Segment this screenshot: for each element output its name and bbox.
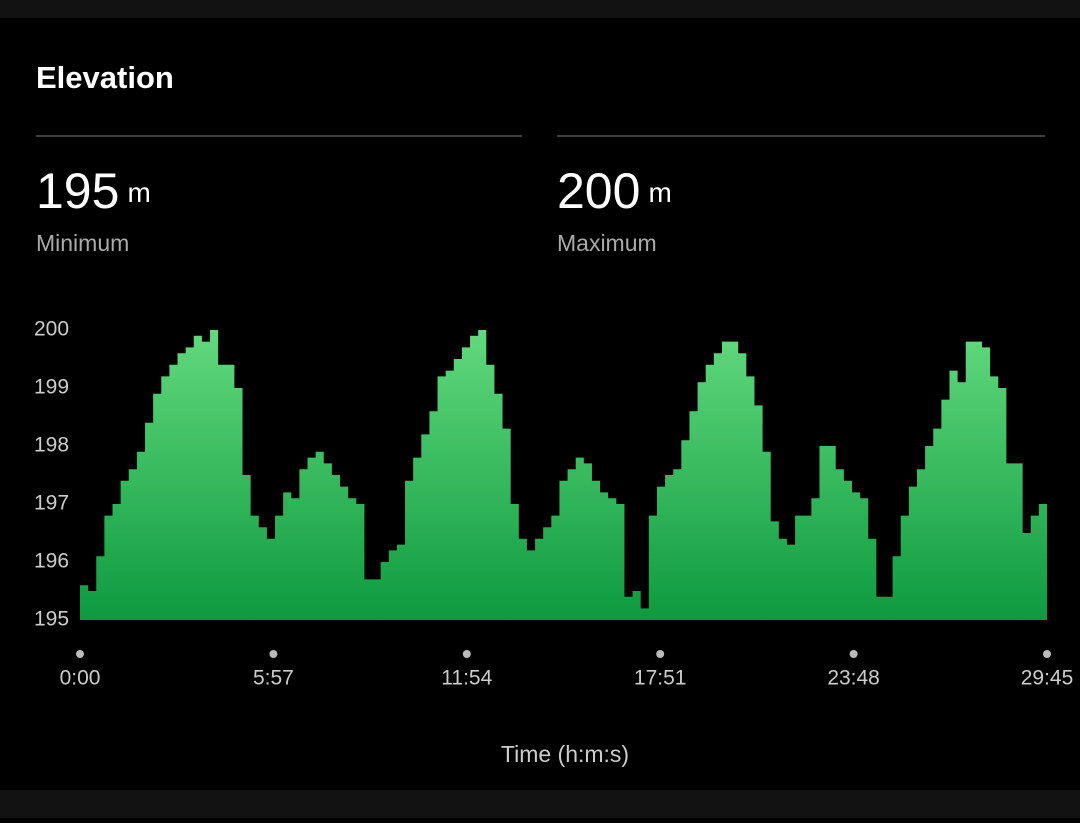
y-tick-label: 199 xyxy=(34,376,69,399)
y-tick-label: 197 xyxy=(34,492,69,515)
stat-value: 195 m xyxy=(36,163,151,219)
stat-number: 195 xyxy=(36,163,119,219)
x-tick-label: 29:45 xyxy=(1021,667,1074,690)
card-title: Elevation xyxy=(36,60,174,95)
y-tick-label: 195 xyxy=(34,608,69,631)
x-axis-title: Time (h:m:s) xyxy=(501,741,629,767)
stat-unit: m xyxy=(127,177,150,208)
stat-label: Minimum xyxy=(36,230,129,256)
bottom-bar xyxy=(0,790,1080,818)
x-tick-dot xyxy=(1043,650,1051,658)
x-tick-label: 5:57 xyxy=(253,667,294,690)
x-tick-label: 17:51 xyxy=(634,667,687,690)
x-tick-dot xyxy=(462,650,471,658)
x-tick-label: 11:54 xyxy=(441,667,492,690)
y-tick-label: 196 xyxy=(34,550,69,573)
x-tick-dot xyxy=(656,650,665,658)
x-tick-dot xyxy=(76,650,84,658)
y-tick-label: 198 xyxy=(34,434,69,457)
elevation-area xyxy=(80,330,1047,620)
x-tick-dot xyxy=(269,650,278,658)
stat-unit: m xyxy=(648,177,671,208)
x-tick-label: 23:48 xyxy=(827,667,880,690)
stat-label: Maximum xyxy=(557,230,657,256)
x-tick-label: 0:00 xyxy=(60,667,101,690)
top-bar xyxy=(0,0,1080,18)
stat-value: 200 m xyxy=(557,163,672,219)
x-tick-dot xyxy=(849,650,858,658)
stat-number: 200 xyxy=(557,163,640,219)
y-tick-label: 200 xyxy=(34,318,69,341)
